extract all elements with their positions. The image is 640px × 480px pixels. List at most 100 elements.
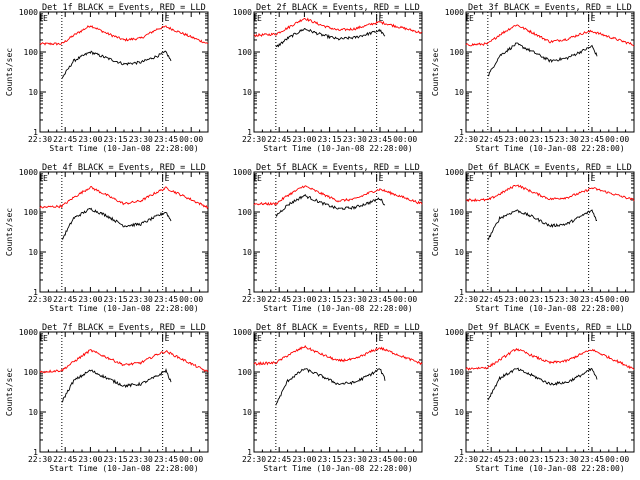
- panel-title: Det 7f BLACK = Events, RED = LLD: [42, 323, 206, 333]
- x-tick-label: 23:00: [292, 135, 316, 144]
- y-tick-label: 1000: [445, 168, 464, 177]
- y-tick-label: 1000: [19, 8, 38, 17]
- y-tick-label: 100: [24, 48, 39, 57]
- start-marker-label: E: [257, 334, 262, 343]
- y-tick-label: 1: [459, 288, 464, 297]
- panel-title: Det 6f BLACK = Events, RED = LLD: [468, 163, 632, 173]
- end-marker-label: E: [379, 334, 384, 343]
- x-tick-label: 23:45: [368, 295, 392, 304]
- y-tick-label: 1: [459, 448, 464, 457]
- x-tick-label: 23:30: [555, 295, 579, 304]
- y-tick-label: 10: [242, 88, 252, 97]
- y-tick-label: 100: [238, 48, 253, 57]
- x-tick-label: 00:00: [179, 295, 203, 304]
- x-tick-label: 23:30: [343, 455, 367, 464]
- plot-frame: [253, 11, 423, 133]
- panel-title: Det 1f BLACK = Events, RED = LLD: [42, 3, 206, 13]
- start-marker-label: E: [43, 174, 48, 183]
- panel-det-4: Det 4f BLACK = Events, RED = LLD 22:30 22:…: [5, 163, 209, 313]
- x-tick-label: 23:00: [78, 135, 102, 144]
- x-tick-label: 23:00: [504, 295, 528, 304]
- panel-det-9: Det 9f BLACK = Events, RED = LLD 22:30 22:…: [431, 323, 635, 473]
- x-tick-label: 23:45: [154, 455, 178, 464]
- x-tick-label: 23:15: [318, 295, 342, 304]
- panel-det-1: Det 1f BLACK = Events, RED = LLD 22:30 22:…: [5, 3, 209, 153]
- y-axis-label: Counts/sec: [5, 48, 14, 96]
- end-marker-label: E: [591, 14, 596, 23]
- x-tick-label: 23:15: [104, 455, 128, 464]
- x-tick-label: 23:45: [154, 295, 178, 304]
- y-tick-label: 10: [28, 88, 38, 97]
- x-tick-label: 23:30: [555, 455, 579, 464]
- panel-det-7: Det 7f BLACK = Events, RED = LLD 22:30 22:…: [5, 323, 209, 473]
- x-tick-label: 22:30: [454, 455, 478, 464]
- y-axis-label: Counts/sec: [431, 48, 440, 96]
- start-marker-label: E: [257, 14, 262, 23]
- x-tick-label: 00:00: [179, 135, 203, 144]
- series-lld-line: [465, 184, 635, 202]
- y-tick-label: 10: [454, 88, 464, 97]
- x-tick-label: 23:15: [318, 455, 342, 464]
- y-axis-label: Counts/sec: [5, 208, 14, 256]
- y-tick-label: 10: [242, 408, 252, 417]
- y-tick-label: 1000: [445, 8, 464, 17]
- x-tick-label: 22:45: [479, 455, 503, 464]
- start-marker-label: E: [469, 14, 474, 23]
- x-tick-label: 22:30: [28, 295, 52, 304]
- x-tick-label: 23:15: [530, 295, 554, 304]
- y-tick-label: 100: [24, 208, 39, 217]
- panel-det-2: Det 2f BLACK = Events, RED = LLD 22:30 22:…: [233, 3, 423, 153]
- x-tick-label: 22:45: [53, 295, 77, 304]
- y-tick-label: 1: [247, 288, 252, 297]
- y-tick-label: 100: [238, 208, 253, 217]
- end-marker-label: E: [165, 334, 170, 343]
- y-tick-label: 100: [238, 368, 253, 377]
- panel-title: Det 5f BLACK = Events, RED = LLD: [256, 163, 420, 173]
- y-axis-label: Counts/sec: [5, 368, 14, 416]
- x-tick-label: 22:45: [53, 455, 77, 464]
- x-tick-label: 23:30: [343, 135, 367, 144]
- plot-frame: [39, 331, 209, 453]
- series-lld-line: [253, 185, 423, 206]
- x-tick-label: 23:15: [104, 295, 128, 304]
- panel-title: Det 3f BLACK = Events, RED = LLD: [468, 3, 632, 13]
- x-tick-label: 00:00: [605, 455, 629, 464]
- x-axis-label: Start Time (10-Jan-08 22:28:00): [263, 304, 412, 313]
- x-tick-label: 23:45: [580, 295, 604, 304]
- y-tick-label: 100: [450, 208, 465, 217]
- x-axis-label: Start Time (10-Jan-08 22:28:00): [263, 144, 412, 153]
- x-axis-label: Start Time (10-Jan-08 22:28:00): [263, 464, 412, 473]
- y-tick-label: 10: [28, 248, 38, 257]
- y-tick-label: 100: [450, 48, 465, 57]
- series-events-line: [275, 193, 386, 218]
- plot-frame: [253, 331, 423, 453]
- series-events-line: [61, 207, 172, 240]
- end-marker-label: E: [379, 174, 384, 183]
- start-marker-label: E: [469, 174, 474, 183]
- x-axis-label: Start Time (10-Jan-08 22:28:00): [49, 144, 198, 153]
- y-tick-label: 1: [33, 288, 38, 297]
- plot-frame: [465, 331, 635, 453]
- plot-frame: [39, 11, 209, 133]
- series-lld-line: [39, 185, 209, 210]
- series-lld-line: [465, 24, 635, 47]
- x-axis-label: Start Time (10-Jan-08 22:28:00): [49, 304, 198, 313]
- start-marker-label: E: [43, 334, 48, 343]
- x-axis-label: Start Time (10-Jan-08 22:28:00): [475, 464, 624, 473]
- y-axis-label: Counts/sec: [431, 208, 440, 256]
- panel-title: Det 4f BLACK = Events, RED = LLD: [42, 163, 206, 173]
- end-marker-label: E: [165, 14, 170, 23]
- y-axis-label: Counts/sec: [431, 368, 440, 416]
- x-axis-label: Start Time (10-Jan-08 22:28:00): [475, 304, 624, 313]
- series-events-line: [487, 367, 598, 401]
- x-tick-label: 22:30: [28, 455, 52, 464]
- x-tick-label: 22:30: [454, 135, 478, 144]
- start-marker-label: E: [469, 334, 474, 343]
- plot-frame: [39, 171, 209, 293]
- x-tick-label: 23:30: [555, 135, 579, 144]
- panel-title: Det 8f BLACK = Events, RED = LLD: [256, 323, 420, 333]
- x-axis-label: Start Time (10-Jan-08 22:28:00): [475, 144, 624, 153]
- series-lld-line: [39, 25, 209, 46]
- y-tick-label: 10: [454, 408, 464, 417]
- series-lld-line: [39, 349, 209, 374]
